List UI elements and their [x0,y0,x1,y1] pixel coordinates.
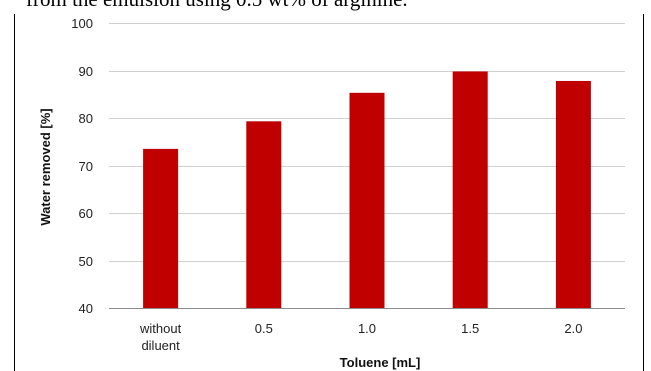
y-tick-label: 40 [79,301,93,316]
y-tick-label: 100 [71,16,93,31]
x-tick-label: 1.0 [358,321,376,336]
bar [246,121,282,308]
x-axis-title: Toluene [mL] [340,355,421,370]
y-tick-label: 80 [79,111,93,126]
x-tick-label: 0.5 [255,321,273,336]
x-tick-label: 1.5 [461,321,479,336]
y-tick-label: 50 [79,254,93,269]
x-tick-label: diluent [141,338,180,353]
y-tick-label: 90 [79,64,93,79]
y-tick-label: 60 [79,206,93,221]
bar [349,92,385,308]
y-axis-ticks: 40 50 60 70 80 90 100 [71,16,93,316]
y-axis-title: Water removed [%] [38,108,53,225]
x-axis-ticks: without diluent 0.5 1.0 1.5 2.0 [139,321,582,353]
caption-fragment: from the emulsion using 0.5 wt% of argin… [26,0,408,11]
y-tick-label: 70 [79,159,93,174]
bar [452,71,488,308]
bar [143,148,179,308]
bars [143,71,591,308]
x-tick-label: 2.0 [564,321,582,336]
x-tick-label: without [139,321,182,336]
bar [555,80,591,308]
